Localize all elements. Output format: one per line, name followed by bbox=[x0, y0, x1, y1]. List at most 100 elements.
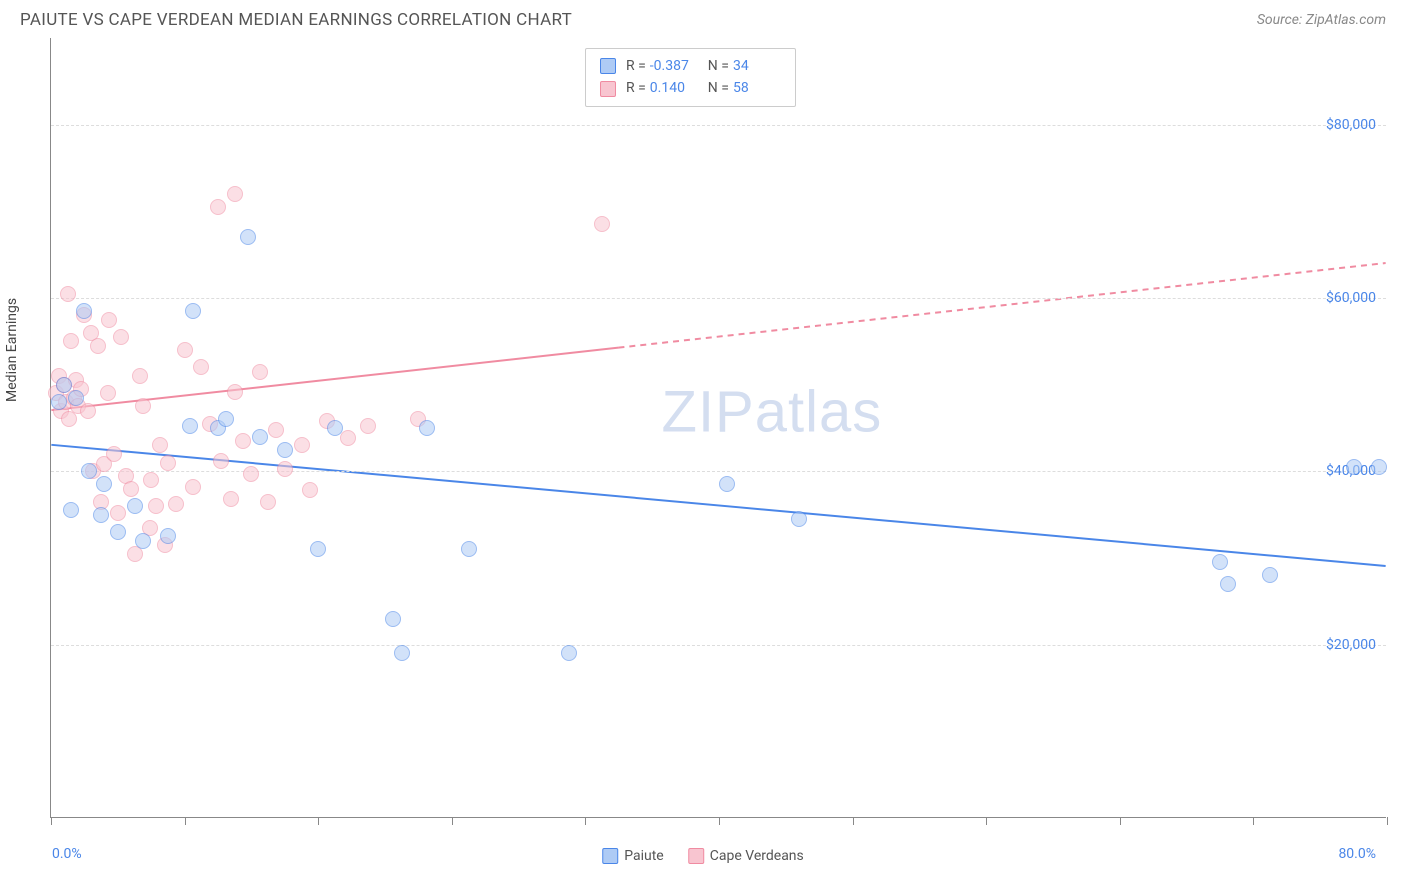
data-point bbox=[110, 505, 126, 521]
data-point bbox=[143, 472, 159, 488]
r-label: R = bbox=[626, 55, 646, 77]
data-point bbox=[96, 476, 112, 492]
data-point bbox=[127, 498, 143, 514]
data-point bbox=[340, 430, 356, 446]
data-point bbox=[63, 333, 79, 349]
data-point bbox=[260, 494, 276, 510]
data-point bbox=[113, 329, 129, 345]
data-point bbox=[791, 511, 807, 527]
data-point bbox=[360, 418, 376, 434]
data-point bbox=[327, 420, 343, 436]
data-point bbox=[80, 403, 96, 419]
data-point bbox=[1346, 459, 1362, 475]
data-point bbox=[63, 502, 79, 518]
legend-swatch bbox=[688, 848, 704, 864]
legend-label: Cape Verdeans bbox=[710, 848, 804, 864]
data-point bbox=[252, 429, 268, 445]
data-point bbox=[210, 199, 226, 215]
data-point bbox=[1220, 576, 1236, 592]
data-point bbox=[240, 229, 256, 245]
data-point bbox=[148, 498, 164, 514]
x-tick bbox=[452, 817, 453, 825]
data-point bbox=[461, 541, 477, 557]
data-point bbox=[68, 390, 84, 406]
y-tick-label: $60,000 bbox=[1326, 290, 1376, 306]
chart-header: PAIUTE VS CAPE VERDEAN MEDIAN EARNINGS C… bbox=[0, 0, 1406, 38]
legend-swatch bbox=[602, 848, 618, 864]
legend-item: Cape Verdeans bbox=[688, 848, 804, 864]
data-point bbox=[223, 491, 239, 507]
legend-row: R = 0.140 N = 58 bbox=[600, 77, 781, 99]
data-point bbox=[561, 645, 577, 661]
data-point bbox=[268, 422, 284, 438]
trend-line bbox=[51, 445, 1385, 566]
data-point bbox=[60, 286, 76, 302]
data-point bbox=[1212, 554, 1228, 570]
chart-plot-area: ZIPatlas R = -0.387 N = 34 R = 0.140 N =… bbox=[50, 38, 1386, 818]
data-point bbox=[227, 186, 243, 202]
y-tick-label: $80,000 bbox=[1326, 117, 1376, 133]
data-point bbox=[394, 645, 410, 661]
data-point bbox=[100, 385, 116, 401]
x-tick bbox=[1120, 817, 1121, 825]
legend-label: Paiute bbox=[624, 848, 664, 864]
data-point bbox=[294, 437, 310, 453]
data-point bbox=[243, 466, 259, 482]
r-value: -0.387 bbox=[650, 55, 698, 77]
data-point bbox=[93, 507, 109, 523]
x-tick bbox=[719, 817, 720, 825]
data-point bbox=[185, 303, 201, 319]
legend-swatch bbox=[600, 58, 616, 74]
data-point bbox=[302, 482, 318, 498]
data-point bbox=[277, 442, 293, 458]
series-legend: Paiute Cape Verdeans bbox=[602, 848, 804, 864]
gridline bbox=[51, 645, 1386, 646]
data-point bbox=[385, 611, 401, 627]
legend-swatch bbox=[600, 81, 616, 97]
data-point bbox=[419, 420, 435, 436]
x-tick bbox=[185, 817, 186, 825]
data-point bbox=[193, 359, 209, 375]
n-value: 58 bbox=[733, 77, 781, 99]
data-point bbox=[123, 481, 139, 497]
data-point bbox=[182, 418, 198, 434]
trend-line bbox=[618, 263, 1385, 348]
x-tick bbox=[986, 817, 987, 825]
x-tick bbox=[853, 817, 854, 825]
data-point bbox=[56, 377, 72, 393]
chart-title: PAIUTE VS CAPE VERDEAN MEDIAN EARNINGS C… bbox=[20, 10, 572, 30]
data-point bbox=[168, 496, 184, 512]
data-point bbox=[135, 533, 151, 549]
r-value: 0.140 bbox=[650, 77, 698, 99]
y-tick-label: $20,000 bbox=[1326, 637, 1376, 653]
x-tick bbox=[1253, 817, 1254, 825]
data-point bbox=[594, 216, 610, 232]
data-point bbox=[1262, 567, 1278, 583]
data-point bbox=[76, 303, 92, 319]
legend-row: R = -0.387 N = 34 bbox=[600, 55, 781, 77]
x-axis-min-label: 0.0% bbox=[52, 846, 82, 862]
data-point bbox=[252, 364, 268, 380]
data-point bbox=[1371, 459, 1387, 475]
data-point bbox=[218, 411, 234, 427]
data-point bbox=[160, 528, 176, 544]
data-point bbox=[719, 476, 735, 492]
data-point bbox=[152, 437, 168, 453]
data-point bbox=[81, 463, 97, 479]
data-point bbox=[90, 338, 106, 354]
data-point bbox=[310, 541, 326, 557]
chart-source: Source: ZipAtlas.com bbox=[1257, 12, 1386, 28]
r-label: R = bbox=[626, 77, 646, 99]
data-point bbox=[135, 398, 151, 414]
x-axis-max-label: 80.0% bbox=[1338, 846, 1376, 862]
watermark: ZIPatlas bbox=[662, 378, 883, 445]
data-point bbox=[235, 433, 251, 449]
n-value: 34 bbox=[733, 55, 781, 77]
legend-item: Paiute bbox=[602, 848, 664, 864]
x-tick bbox=[51, 817, 52, 825]
n-label: N = bbox=[708, 55, 729, 77]
x-tick bbox=[1387, 817, 1388, 825]
gridline bbox=[51, 298, 1386, 299]
data-point bbox=[132, 368, 148, 384]
data-point bbox=[110, 524, 126, 540]
